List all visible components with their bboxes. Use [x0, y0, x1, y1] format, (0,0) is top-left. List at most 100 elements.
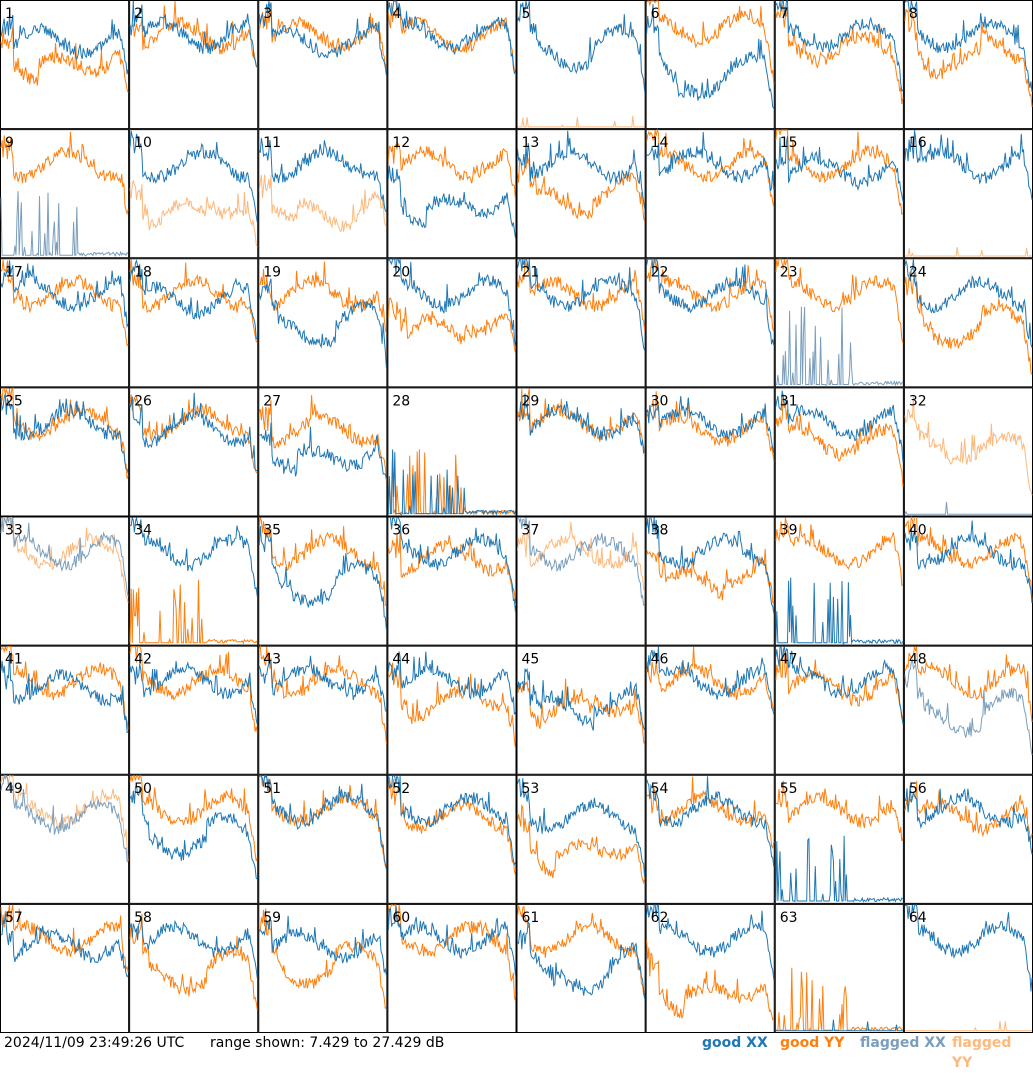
panel-border	[129, 774, 259, 904]
panel-number: 18	[134, 264, 152, 280]
panel-number: 36	[392, 523, 410, 539]
panel-56: 56	[903, 774, 1033, 904]
series-yy-line	[0, 131, 129, 216]
panel-border	[129, 516, 259, 646]
panel-20: 20	[387, 258, 517, 388]
series-yy-line	[904, 780, 1033, 840]
panel-border	[774, 903, 904, 1033]
panel-number: 6	[651, 6, 660, 22]
panel-number: 7	[780, 6, 789, 22]
panel-24: 24	[903, 258, 1033, 388]
series-xx-line	[775, 135, 904, 202]
panel-border	[516, 0, 646, 130]
panel-border	[129, 903, 259, 1033]
panel-29: 29	[516, 387, 646, 517]
panel-3: 3	[258, 0, 388, 130]
series-xx-line	[129, 392, 258, 472]
series-xx-line	[904, 520, 1033, 604]
series-yy-line	[904, 271, 1033, 375]
panel-border	[387, 129, 517, 259]
series-yy-line	[646, 548, 775, 605]
panel-40: 40	[903, 515, 1033, 646]
panel-37: 37	[516, 516, 646, 646]
series-yy-line	[517, 905, 646, 997]
panel-number: 53	[522, 781, 540, 797]
panel-number: 55	[780, 781, 798, 797]
series-xx-line	[517, 667, 646, 731]
series-xx-line	[646, 396, 775, 454]
panel-44: 44	[387, 645, 517, 775]
panel-number: 37	[522, 523, 540, 539]
series-yy-line	[775, 967, 903, 1032]
panel-border	[0, 387, 130, 517]
panel-number: 5	[522, 6, 531, 22]
panel-30: 30	[645, 387, 775, 517]
series-xx-line	[259, 915, 387, 976]
panel-23: 23	[774, 257, 904, 388]
series-xx-line	[387, 258, 516, 347]
series-yy-line	[129, 394, 258, 474]
series-xx-line	[775, 306, 904, 387]
series-xx-line	[517, 778, 646, 878]
panel-10: 10	[129, 129, 259, 259]
panel-number: 40	[909, 523, 927, 539]
series-yy-line	[904, 9, 1033, 107]
panel-number: 64	[909, 910, 927, 926]
panel-number: 24	[909, 264, 927, 280]
series-yy-line	[129, 775, 258, 862]
series-xx-line	[0, 260, 129, 329]
panel-number: 35	[263, 523, 281, 539]
panel-border	[387, 387, 517, 517]
series-xx-line	[387, 774, 516, 866]
panel-number: 12	[392, 135, 410, 151]
series-yy-line	[387, 1, 516, 71]
panel-12: 12	[387, 129, 517, 259]
series-xx-line	[0, 14, 129, 75]
series-yy-line	[646, 939, 775, 1021]
series-xx-line	[0, 773, 129, 863]
panel-8: 8	[903, 0, 1033, 130]
series-yy-line	[0, 387, 129, 479]
series-xx-line	[387, 905, 516, 977]
series-yy-line	[0, 259, 129, 347]
series-yy-line	[387, 531, 516, 606]
panel-border	[516, 516, 646, 646]
series-yy-line	[259, 261, 387, 334]
panel-border	[516, 387, 646, 517]
panel-border	[516, 645, 646, 775]
series-xx-line	[646, 4, 775, 109]
series-xx-line	[775, 645, 904, 724]
panel-number: 11	[263, 135, 281, 151]
series-yy-line	[904, 247, 1032, 257]
series-xx-line	[387, 165, 516, 239]
panel-number: 14	[651, 135, 669, 151]
panel-5: 5	[516, 0, 646, 130]
panel-53: 53	[516, 774, 646, 904]
panel-number: 17	[5, 264, 23, 280]
panel-27: 27	[258, 387, 388, 517]
panel-border	[0, 645, 130, 775]
series-xx-line	[258, 137, 387, 213]
series-xx-line	[0, 517, 129, 597]
panel-border	[258, 387, 388, 517]
panel-61: 61	[516, 903, 646, 1033]
panel-number: 4	[392, 6, 401, 22]
panel-4: 4	[387, 0, 517, 130]
series-xx-line	[387, 449, 516, 516]
series-xx-line	[775, 1019, 903, 1032]
panel-7: 7	[774, 0, 904, 130]
panel-number: 47	[780, 652, 798, 668]
panel-border	[0, 129, 130, 259]
panel-number: 44	[392, 652, 410, 668]
panel-number: 1	[5, 6, 14, 22]
series-yy-line	[646, 128, 775, 208]
panel-border	[258, 0, 388, 130]
panel-number: 46	[651, 652, 669, 668]
panel-border	[774, 774, 904, 904]
panel-number: 63	[780, 910, 798, 926]
series-xx-line	[775, 0, 904, 92]
panel-number: 60	[392, 910, 410, 926]
panel-number: 28	[392, 393, 410, 409]
series-xx-line	[0, 913, 129, 978]
panel-number: 45	[522, 652, 540, 668]
